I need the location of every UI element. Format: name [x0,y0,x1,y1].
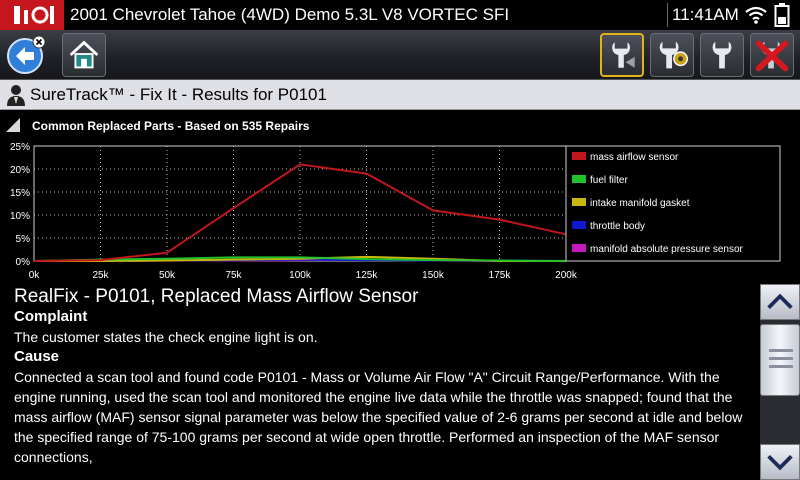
plot-area [33,145,567,262]
wrench-icon [712,41,732,69]
y-tick-label: 10% [10,211,30,222]
x-tick-label: 125k [356,270,379,281]
y-tick-label: 20% [10,165,30,176]
page-title: SureTrack™ - Fix It - Results for P0101 [30,85,327,104]
legend-swatch [572,152,586,160]
close-icon [755,40,789,72]
wrench-gear-icon [659,41,688,69]
header-bar: SureTrack™ - Fix It - Results for P0101 [0,80,800,110]
x-tick-label: 25k [92,270,109,281]
battery-icon [774,3,790,27]
scroll-thumb[interactable] [760,324,800,396]
legend-swatch [572,175,586,183]
cause-heading: Cause [14,348,60,365]
grip-line [769,357,793,360]
legend-swatch [572,198,586,206]
y-tick-label: 25% [10,142,30,153]
x-tick-label: 175k [489,270,512,281]
complaint-text: The customer states the check engine lig… [14,329,318,345]
status-divider [667,3,668,27]
legend-label: intake manifold gasket [590,198,690,209]
legend-label: mass airflow sensor [590,152,679,163]
x-tick-label: 100k [289,270,312,281]
technician-icon [7,85,25,106]
scroll-up-button[interactable] [760,284,800,320]
series-line [33,256,567,262]
home-icon [69,40,99,69]
chevron-up-icon [767,293,793,310]
chevron-down-icon [767,454,793,471]
exit-button[interactable] [750,33,794,77]
status-bar: 2001 Chevrolet Tahoe (4WD) Demo 5.3L V8 … [0,0,800,30]
sensor-button[interactable] [600,33,644,77]
x-tick-label: 50k [159,270,176,281]
x-tick-label: 150k [422,270,445,281]
series-line [33,163,567,262]
x-tick-label: 0k [29,270,41,281]
y-tick-label: 5% [16,234,31,245]
scrollbar[interactable] [760,284,800,480]
x-tick-label: 75k [225,270,242,281]
wifi-icon [745,6,767,24]
y-tick-label: 15% [10,188,30,199]
scroll-down-button[interactable] [760,444,800,480]
collapse-triangle-icon[interactable] [6,118,20,132]
legend-box [565,145,781,262]
replaced-parts-chart: 0k 25k 50k 75k 100k 125k 150k 175k 200k 0% 5% 10% 15… [10,142,781,281]
y-tick-label: 0% [16,257,31,268]
legend-label: throttle body [590,221,645,232]
toolbar [0,30,800,80]
app-logo-icon[interactable] [0,0,64,30]
settings-button[interactable] [650,33,694,77]
grip-line [769,349,793,352]
legend-swatch [572,244,586,252]
clock: 11:41AM [672,5,739,24]
x-tick-label: 200k [555,270,578,281]
complaint-heading: Complaint [14,308,88,325]
back-button[interactable] [4,33,48,77]
cause-text: Connected a scan tool and found code P01… [14,369,743,465]
grip-line [769,365,793,368]
realfix-panel: RealFix - P0101, Replaced Mass Airflow S… [14,287,754,480]
home-button[interactable] [62,33,106,77]
section-title: Common Replaced Parts - Based on 535 Rep… [32,119,310,133]
back-arrow-icon [7,35,46,74]
legend-label: fuel filter [590,175,628,186]
tools-button[interactable] [700,33,744,77]
legend-label: manifold absolute pressure sensor [590,244,744,255]
section-header[interactable]: Common Replaced Parts - Based on 535 Rep… [0,114,800,138]
realfix-title: RealFix - P0101, Replaced Mass Airflow S… [14,287,419,307]
vehicle-title: 2001 Chevrolet Tahoe (4WD) Demo 5.3L V8 … [70,5,510,24]
legend-swatch [572,221,586,229]
wrench-signal-icon [612,42,635,68]
